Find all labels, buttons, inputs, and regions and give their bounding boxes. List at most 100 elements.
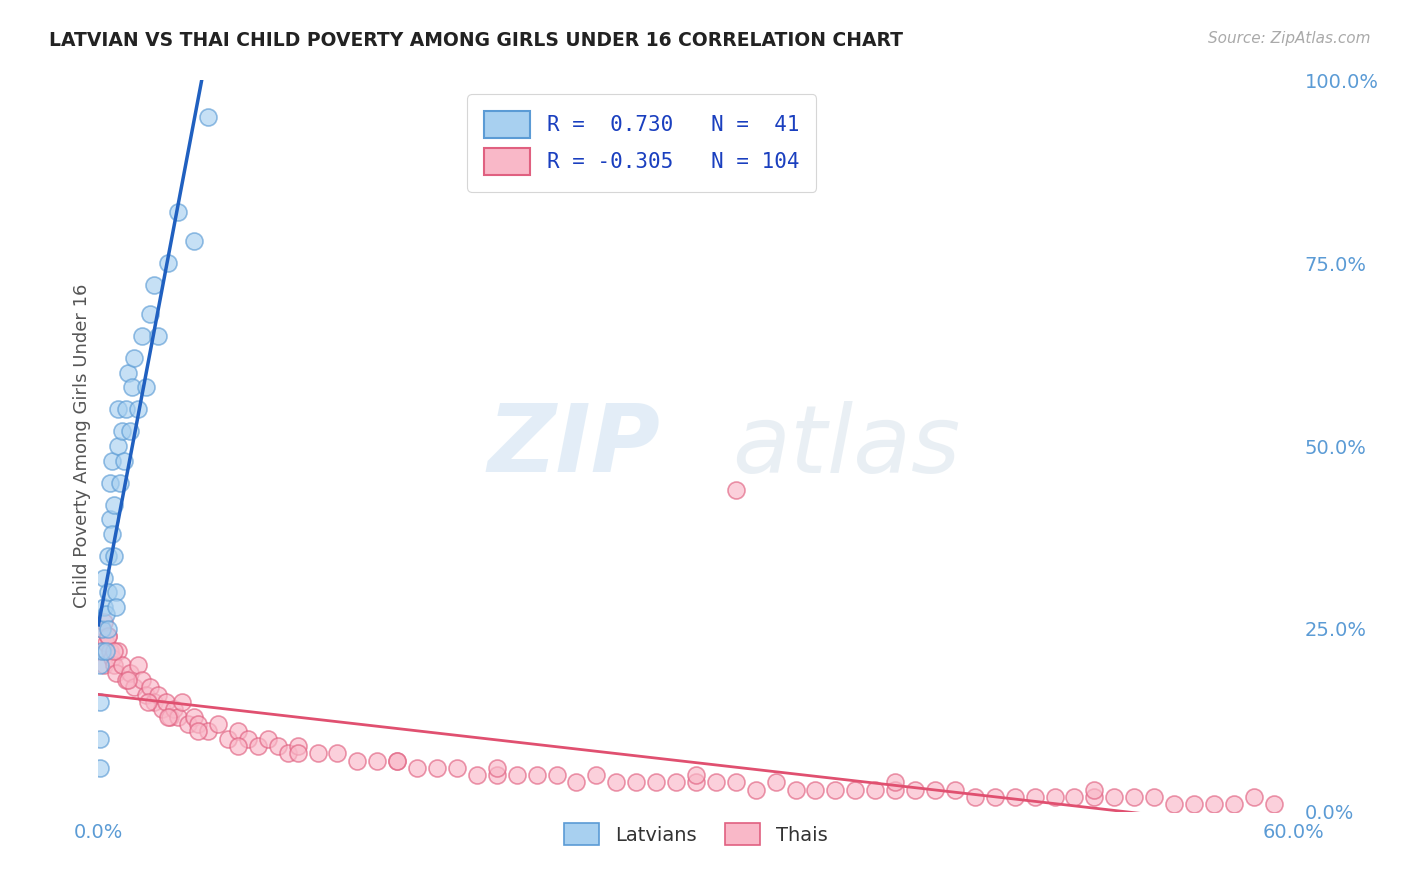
Point — [159, 709, 181, 723]
Point — [485, 761, 508, 775]
Point — [665, 775, 688, 789]
Point — [112, 453, 135, 467]
Point — [167, 709, 190, 723]
Point — [1243, 790, 1265, 805]
Point — [150, 702, 173, 716]
Point — [121, 380, 143, 394]
Point — [89, 761, 111, 775]
Point — [93, 658, 115, 673]
Point — [139, 681, 162, 695]
Point — [148, 688, 170, 702]
Point — [96, 636, 118, 650]
Point — [135, 380, 157, 394]
Point — [96, 644, 118, 658]
Point — [115, 673, 138, 687]
Point — [103, 549, 125, 563]
Point — [98, 512, 122, 526]
Point — [136, 695, 159, 709]
Point — [117, 673, 139, 687]
Point — [1004, 790, 1026, 805]
Point — [804, 782, 827, 797]
Point — [127, 658, 149, 673]
Point — [366, 754, 388, 768]
Point — [117, 366, 139, 380]
Point — [98, 475, 122, 490]
Point — [89, 731, 111, 746]
Point — [546, 768, 568, 782]
Point — [187, 717, 209, 731]
Point — [565, 775, 588, 789]
Point — [97, 622, 120, 636]
Text: Source: ZipAtlas.com: Source: ZipAtlas.com — [1208, 31, 1371, 46]
Point — [107, 644, 129, 658]
Point — [97, 585, 120, 599]
Point — [236, 731, 259, 746]
Point — [287, 739, 309, 753]
Point — [226, 724, 249, 739]
Point — [1063, 790, 1085, 805]
Point — [267, 739, 290, 753]
Point — [97, 629, 120, 643]
Point — [127, 402, 149, 417]
Point — [277, 746, 299, 760]
Point — [197, 724, 219, 739]
Point — [105, 665, 128, 680]
Point — [135, 688, 157, 702]
Point — [1202, 797, 1225, 812]
Point — [111, 658, 134, 673]
Text: ZIP: ZIP — [488, 400, 661, 492]
Point — [385, 754, 409, 768]
Point — [98, 644, 122, 658]
Point — [111, 425, 134, 439]
Point — [904, 782, 927, 797]
Point — [157, 709, 180, 723]
Point — [1163, 797, 1185, 812]
Point — [124, 681, 146, 695]
Point — [326, 746, 349, 760]
Point — [246, 739, 269, 753]
Point — [645, 775, 668, 789]
Point — [724, 483, 747, 497]
Point — [884, 775, 907, 789]
Point — [96, 607, 118, 622]
Point — [93, 571, 115, 585]
Point — [120, 425, 142, 439]
Point — [167, 205, 190, 219]
Point — [101, 453, 124, 467]
Point — [685, 768, 707, 782]
Point — [107, 402, 129, 417]
Point — [765, 775, 787, 789]
Point — [143, 278, 166, 293]
Point — [426, 761, 449, 775]
Point — [139, 307, 162, 321]
Point — [157, 256, 180, 270]
Point — [120, 665, 142, 680]
Point — [207, 717, 229, 731]
Point — [287, 746, 309, 760]
Point — [256, 731, 278, 746]
Point — [1043, 790, 1066, 805]
Point — [844, 782, 866, 797]
Point — [1104, 790, 1126, 805]
Point — [183, 709, 205, 723]
Point — [91, 622, 114, 636]
Point — [163, 702, 186, 716]
Point — [131, 673, 153, 687]
Point — [97, 549, 120, 563]
Point — [97, 629, 120, 643]
Point — [865, 782, 887, 797]
Point — [91, 644, 114, 658]
Point — [1143, 790, 1166, 805]
Point — [346, 754, 368, 768]
Point — [626, 775, 648, 789]
Point — [1083, 790, 1105, 805]
Point — [217, 731, 239, 746]
Point — [984, 790, 1007, 805]
Point — [105, 599, 128, 614]
Point — [143, 695, 166, 709]
Point — [605, 775, 627, 789]
Point — [155, 695, 177, 709]
Point — [884, 782, 907, 797]
Point — [406, 761, 429, 775]
Point — [124, 351, 146, 366]
